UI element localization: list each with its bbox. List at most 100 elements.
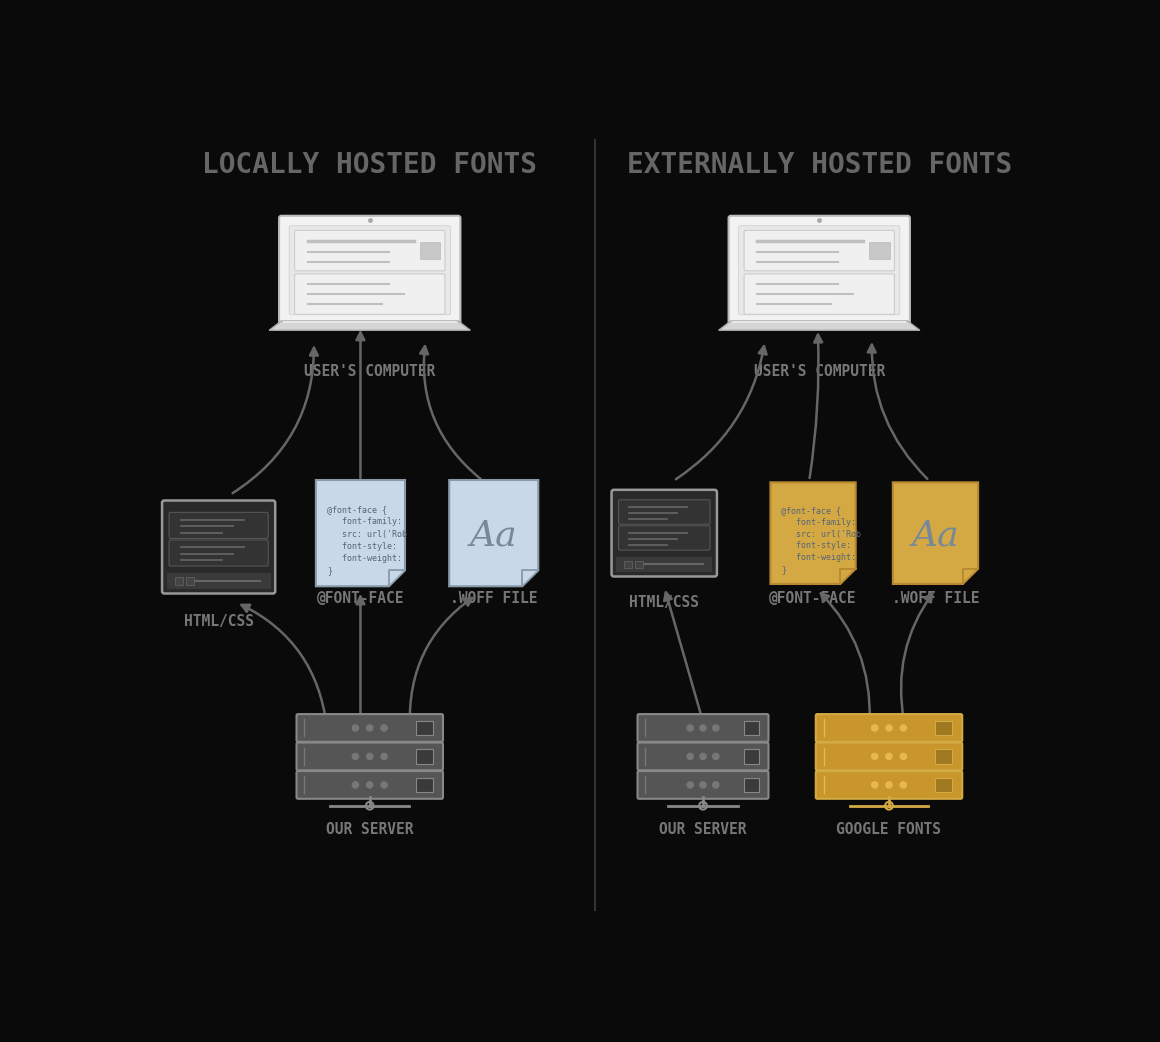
FancyArrowPatch shape bbox=[901, 594, 933, 721]
FancyBboxPatch shape bbox=[815, 771, 963, 799]
FancyArrowPatch shape bbox=[676, 346, 767, 479]
FancyBboxPatch shape bbox=[744, 230, 894, 271]
FancyArrowPatch shape bbox=[665, 593, 702, 719]
Text: font-family:: font-family: bbox=[327, 518, 401, 526]
Bar bbox=[744, 777, 760, 792]
Polygon shape bbox=[893, 482, 978, 584]
Bar bbox=[420, 242, 441, 258]
Polygon shape bbox=[719, 321, 920, 330]
Circle shape bbox=[699, 782, 706, 788]
Bar bbox=[175, 577, 183, 585]
Text: }: } bbox=[327, 567, 332, 575]
FancyBboxPatch shape bbox=[295, 230, 445, 271]
Bar bbox=[415, 749, 433, 764]
Text: src: url('Rob: src: url('Rob bbox=[781, 529, 861, 539]
Text: font-weight:: font-weight: bbox=[327, 554, 401, 563]
Text: OUR SERVER: OUR SERVER bbox=[659, 822, 747, 837]
Text: GOOGLE FONTS: GOOGLE FONTS bbox=[836, 822, 942, 837]
Text: HTML/CSS: HTML/CSS bbox=[629, 595, 699, 610]
Bar bbox=[167, 573, 270, 589]
Bar bbox=[635, 561, 643, 568]
FancyBboxPatch shape bbox=[297, 771, 443, 799]
FancyBboxPatch shape bbox=[728, 216, 909, 325]
Text: @font-face {: @font-face { bbox=[327, 505, 386, 515]
Bar bbox=[935, 777, 952, 792]
Text: font-style:: font-style: bbox=[781, 542, 850, 550]
Text: .WOFF FILE: .WOFF FILE bbox=[450, 591, 537, 605]
FancyBboxPatch shape bbox=[638, 743, 768, 770]
Circle shape bbox=[367, 725, 372, 731]
Text: USER'S COMPUTER: USER'S COMPUTER bbox=[754, 364, 885, 378]
Bar bbox=[869, 242, 890, 258]
Text: @FONT-FACE: @FONT-FACE bbox=[317, 591, 404, 605]
Text: USER'S COMPUTER: USER'S COMPUTER bbox=[304, 364, 435, 378]
Polygon shape bbox=[522, 570, 538, 587]
Bar bbox=[744, 721, 760, 736]
Circle shape bbox=[353, 725, 358, 731]
Circle shape bbox=[886, 725, 892, 731]
FancyArrowPatch shape bbox=[868, 345, 927, 479]
FancyBboxPatch shape bbox=[618, 500, 710, 524]
Text: @FONT-FACE: @FONT-FACE bbox=[769, 591, 857, 605]
FancyBboxPatch shape bbox=[297, 714, 443, 742]
Circle shape bbox=[871, 725, 878, 731]
Text: font-family:: font-family: bbox=[781, 518, 856, 527]
Text: Aa: Aa bbox=[912, 518, 959, 552]
FancyArrowPatch shape bbox=[356, 332, 364, 478]
Bar bbox=[186, 577, 194, 585]
Polygon shape bbox=[449, 480, 538, 587]
FancyBboxPatch shape bbox=[289, 226, 450, 315]
FancyBboxPatch shape bbox=[638, 771, 768, 799]
Text: font-style:: font-style: bbox=[327, 542, 397, 551]
Text: HTML/CSS: HTML/CSS bbox=[183, 614, 254, 629]
Text: font-weight:: font-weight: bbox=[781, 553, 856, 562]
FancyBboxPatch shape bbox=[169, 540, 268, 566]
FancyBboxPatch shape bbox=[295, 274, 445, 315]
Circle shape bbox=[886, 753, 892, 760]
Polygon shape bbox=[770, 482, 856, 584]
Circle shape bbox=[367, 782, 372, 788]
FancyArrowPatch shape bbox=[233, 348, 318, 493]
FancyBboxPatch shape bbox=[815, 714, 963, 742]
FancyArrowPatch shape bbox=[420, 346, 480, 479]
Polygon shape bbox=[316, 480, 405, 587]
FancyArrowPatch shape bbox=[810, 334, 822, 478]
Text: EXTERNALLY HOSTED FONTS: EXTERNALLY HOSTED FONTS bbox=[626, 151, 1012, 179]
Polygon shape bbox=[389, 570, 405, 587]
Text: Aa: Aa bbox=[470, 518, 517, 552]
FancyBboxPatch shape bbox=[739, 226, 900, 315]
Text: @font-face {: @font-face { bbox=[781, 506, 841, 516]
Circle shape bbox=[687, 725, 694, 731]
Text: src: url('Rob: src: url('Rob bbox=[327, 529, 407, 539]
Polygon shape bbox=[963, 569, 978, 584]
Circle shape bbox=[353, 782, 358, 788]
FancyBboxPatch shape bbox=[638, 714, 768, 742]
FancyBboxPatch shape bbox=[280, 216, 461, 325]
Text: LOCALLY HOSTED FONTS: LOCALLY HOSTED FONTS bbox=[202, 151, 537, 179]
Circle shape bbox=[871, 782, 878, 788]
Bar bbox=[744, 749, 760, 764]
FancyBboxPatch shape bbox=[169, 513, 268, 539]
Circle shape bbox=[687, 753, 694, 760]
FancyBboxPatch shape bbox=[744, 274, 894, 315]
Polygon shape bbox=[840, 569, 856, 584]
FancyBboxPatch shape bbox=[162, 500, 275, 594]
Circle shape bbox=[353, 753, 358, 760]
Circle shape bbox=[687, 782, 694, 788]
FancyBboxPatch shape bbox=[297, 743, 443, 770]
FancyBboxPatch shape bbox=[815, 743, 963, 770]
Circle shape bbox=[380, 782, 387, 788]
FancyArrowPatch shape bbox=[241, 604, 327, 726]
FancyBboxPatch shape bbox=[611, 490, 717, 576]
Circle shape bbox=[712, 753, 719, 760]
Circle shape bbox=[712, 782, 719, 788]
Bar bbox=[624, 561, 632, 568]
Circle shape bbox=[380, 753, 387, 760]
FancyArrowPatch shape bbox=[409, 598, 472, 726]
Circle shape bbox=[367, 753, 372, 760]
Circle shape bbox=[699, 753, 706, 760]
Circle shape bbox=[900, 782, 906, 788]
FancyBboxPatch shape bbox=[618, 526, 710, 550]
Bar bbox=[616, 557, 712, 572]
Circle shape bbox=[900, 725, 906, 731]
